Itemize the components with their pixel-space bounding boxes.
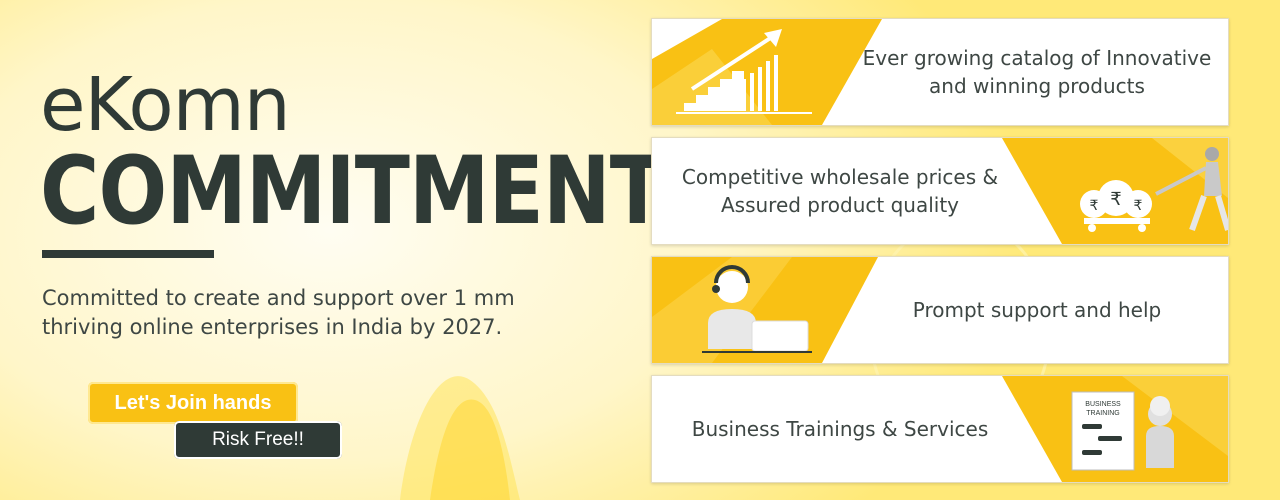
support-agent-headset-icon [702,265,812,353]
tagline: Committed to create and support over 1 m… [42,284,602,342]
tagline-line: Committed to create and support over 1 m… [42,286,515,310]
business-training-board-icon: BUSINESS TRAINING [1071,391,1174,471]
money-bags-cart-icon: ₹ ₹ ₹ [1080,147,1228,232]
feature-text-line: Competitive wholesale prices & [681,165,999,189]
feature-text-line: Business Trainings & Services [691,417,989,441]
join-hands-button[interactable]: Let's Join hands [88,382,298,424]
page-title: COMMITMENT [40,137,665,246]
feature-card-training: BUSINESS TRAINING Business Trainings & S… [651,375,1229,483]
brand-title: eKomn [40,62,291,148]
rupee-symbol: ₹ [1134,197,1143,213]
risk-free-button[interactable]: Risk Free!! [174,421,342,459]
board-title-line: TRAINING [1086,410,1119,417]
feature-text-line: Prompt support and help [912,298,1162,322]
headline-underline [42,250,214,258]
feature-text: Ever growing catalog of Innovative and w… [852,19,1222,125]
feature-card-catalog: Ever growing catalog of Innovative and w… [651,18,1229,126]
tagline-line: thriving online enterprises in India by … [42,315,503,339]
feature-text: Business Trainings & Services [660,376,1020,482]
rupee-symbol: ₹ [1110,189,1121,209]
feature-card-support: Prompt support and help [651,256,1229,364]
feature-text-line: Ever growing catalog of Innovative [862,46,1212,70]
board-title-line: BUSINESS [1085,401,1121,408]
rupee-symbol: ₹ [1090,197,1099,213]
feature-text-line: and winning products [929,74,1145,98]
feature-card-pricing: ₹ ₹ ₹ Competitive wholesale prices & Ass… [651,137,1229,245]
feature-text: Competitive wholesale prices & Assured p… [660,138,1020,244]
feature-text: Prompt support and help [852,257,1222,363]
growth-stairs-arrow-icon [676,29,812,114]
feature-text-line: Assured product quality [720,193,960,217]
